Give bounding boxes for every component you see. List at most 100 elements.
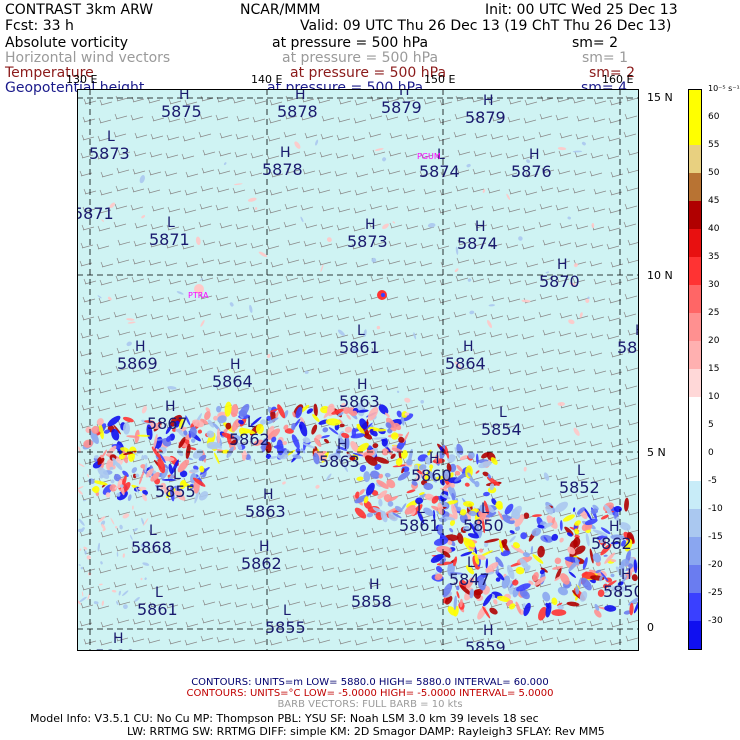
colorbar-swatch	[688, 117, 702, 145]
high-marker: H	[357, 377, 368, 393]
colorbar-label: 0	[708, 448, 714, 458]
height-value-label: 5873	[347, 232, 388, 251]
high-marker: H	[165, 399, 176, 415]
field-pressure-wind: at pressure = 500 hPa	[282, 50, 439, 66]
field-name-vorticity: Absolute vorticity	[5, 35, 128, 51]
high-marker: H	[365, 217, 376, 233]
station-label-ptra: PTRA	[188, 291, 209, 300]
height-value-label: 5878	[277, 102, 318, 121]
colorbar-swatch	[688, 229, 702, 257]
colorbar-swatch	[688, 397, 702, 425]
height-value-label: 5861	[137, 600, 178, 619]
height-value-label: 5875	[161, 102, 202, 121]
height-value-label: 5852	[559, 478, 600, 497]
height-value-label: 5862	[229, 430, 270, 449]
field-pressure-vorticity: at pressure = 500 hPa	[272, 35, 429, 51]
high-marker: H	[635, 323, 639, 339]
colorbar-swatch	[688, 173, 702, 201]
high-marker: H	[263, 487, 274, 503]
valid-time: Valid: 09 UTC Thu 26 Dec 13 (19 ChT Thu …	[300, 18, 672, 34]
field-sm-vorticity: sm= 2	[572, 35, 619, 51]
colorbar-swatch	[688, 257, 702, 285]
colorbar-swatch	[688, 453, 702, 481]
height-value-label: 5861	[339, 338, 380, 357]
height-value-label: 5879	[465, 108, 506, 127]
lat-label-5n: 5 N	[647, 446, 666, 459]
high-marker: H	[621, 567, 632, 583]
colorbar-label: 20	[708, 336, 720, 346]
init-time: Init: 00 UTC Wed 25 Dec 13	[485, 2, 678, 18]
footer-contours-height: CONTOURS: UNITS=m LOW= 5880.0 HIGH= 5880…	[191, 677, 549, 688]
height-value-label: 5864	[212, 372, 253, 391]
colorbar-swatch	[688, 593, 702, 621]
lat-label-10n: 10 N	[647, 269, 673, 282]
colorbar-swatch	[688, 425, 702, 453]
height-value-label: 5854	[481, 420, 522, 439]
height-value-label: 5870	[539, 272, 580, 291]
colorbar-label: -5	[708, 476, 717, 486]
low-marker: L	[155, 585, 163, 601]
height-value-label: 5869	[117, 354, 158, 373]
height-value-label: 5874	[419, 162, 460, 181]
height-value-label: 5861	[399, 516, 440, 535]
colorbar-swatch	[688, 313, 702, 341]
low-marker: L	[167, 215, 175, 231]
lat-lon-grid	[77, 89, 639, 651]
lon-label-160e: 160 E	[602, 73, 634, 86]
low-marker: L	[149, 523, 157, 539]
colorbar-swatch	[688, 537, 702, 565]
field-sm-wind: sm= 1	[582, 50, 629, 66]
high-marker: H	[230, 357, 241, 373]
product-title: CONTRAST 3km ARW	[5, 2, 154, 18]
lat-label-0: 0	[647, 621, 654, 634]
height-value-label: 5862	[241, 554, 282, 573]
lat-label-15n: 15 N	[647, 91, 673, 104]
height-value-label: 5863	[339, 392, 380, 411]
high-marker: H	[483, 93, 494, 109]
height-value-label: 5879	[381, 98, 422, 117]
high-marker: H	[295, 89, 306, 103]
colorbar-swatch	[688, 509, 702, 537]
colorbar-label: -20	[708, 560, 723, 570]
high-marker: H	[483, 623, 494, 639]
lon-label-150e: 150 E	[424, 73, 456, 86]
low-marker: L	[357, 323, 365, 339]
colorbar-label: -25	[708, 588, 723, 598]
colorbar-label: 45	[708, 196, 720, 206]
high-marker: H	[529, 147, 540, 163]
low-marker: L	[417, 501, 425, 517]
high-marker: H	[259, 539, 270, 555]
height-value-label: 5864	[445, 354, 486, 373]
high-marker: H	[429, 451, 440, 467]
high-marker: H	[135, 339, 146, 355]
low-marker: L	[467, 555, 475, 571]
height-value-label: 5876	[511, 162, 552, 181]
footer-barb-vectors: BARB VECTORS: FULL BARB = 10 kts	[277, 699, 463, 710]
station-label-pgum: PGUM	[417, 152, 441, 161]
lon-label-140e: 140 E	[251, 73, 283, 86]
forecast-hour: Fcst: 33 h	[5, 18, 74, 34]
low-marker: L	[107, 129, 115, 145]
high-marker: H	[280, 145, 291, 161]
colorbar-swatch	[688, 565, 702, 593]
low-marker: L	[247, 415, 255, 431]
low-marker: L	[499, 405, 507, 421]
colorbar-label: 10	[708, 392, 720, 402]
model-center: NCAR/MMM	[240, 2, 321, 18]
height-value-label: 5867	[147, 414, 188, 433]
height-value-label: 5871	[149, 230, 190, 249]
height-value-label: 5889	[95, 646, 136, 651]
footer-contours-temperature: CONTOURS: UNITS=°C LOW= -5.0000 HIGH= -5…	[186, 688, 554, 699]
colorbar-swatch	[688, 341, 702, 369]
low-marker: L	[577, 463, 585, 479]
colorbar-swatch	[688, 285, 702, 313]
high-marker: H	[399, 89, 410, 99]
high-marker: H	[179, 89, 190, 103]
height-value-label: 5878	[262, 160, 303, 179]
colorbar-swatch	[688, 481, 702, 509]
low-marker: L	[481, 501, 489, 517]
footer-model-info-2: LW: RRTMG SW: RRTMG DIFF: simple KM: 2D …	[127, 725, 605, 738]
colorbar-swatch	[688, 145, 702, 173]
height-value-label: 5863	[319, 452, 360, 471]
high-marker: H	[113, 631, 124, 647]
